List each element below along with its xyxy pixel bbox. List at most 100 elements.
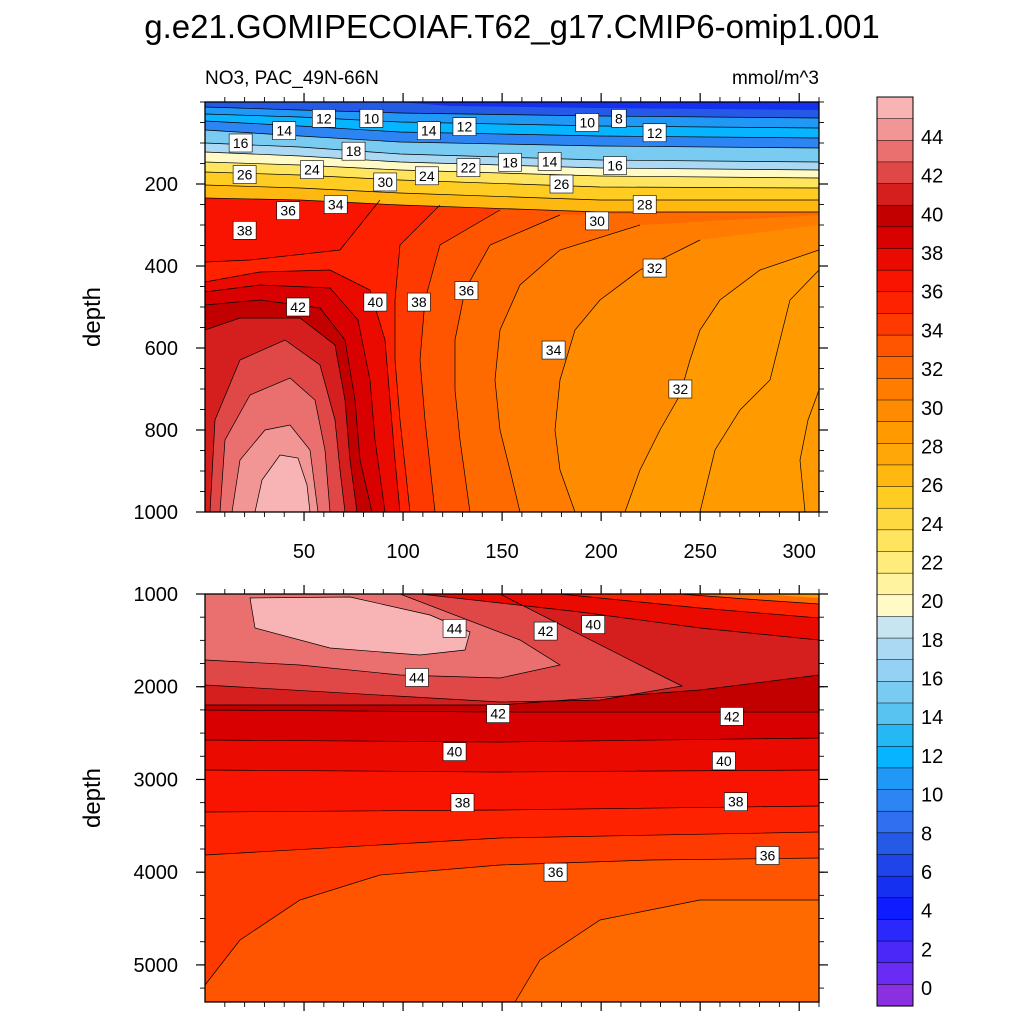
contour-label-box [541, 340, 566, 360]
contour-label-box [373, 172, 398, 192]
colorbar-swatch [876, 659, 914, 682]
y-tick-label: 400 [145, 256, 178, 278]
contour-label-box [642, 258, 667, 278]
y-tick-label: 4000 [134, 862, 179, 884]
colorbar-tick-label: 12 [921, 746, 943, 768]
contour-label-text: 32 [673, 381, 689, 397]
contour-label-box [300, 160, 324, 179]
contour-label: 44 [405, 668, 429, 687]
contour-label-text: 10 [579, 115, 595, 131]
colorbar-swatch [876, 507, 914, 531]
colorbar-swatch [876, 269, 914, 293]
contour-label: 8 [611, 109, 627, 128]
contour-label-box [611, 109, 627, 128]
colorbar-swatch [876, 356, 914, 379]
upper-axes: 200 400 600 800 1000 50 100 150 200 250 300 [134, 93, 828, 563]
contour-label-box [323, 195, 348, 214]
lower-y-axis-label: depth [79, 768, 106, 828]
upper-band-47 [255, 455, 310, 512]
contour-label-text: 14 [276, 123, 292, 139]
contour-label-text: 30 [377, 174, 393, 190]
variable-label: NO3, PAC_49N-66N [205, 68, 379, 89]
contour-label-text: 42 [290, 299, 306, 315]
colorbar-swatch [876, 161, 914, 185]
upper-y-axis-label: depth [79, 287, 106, 347]
contour-label: 38 [232, 221, 257, 240]
x-tick-label: 100 [386, 541, 419, 563]
contour-label-text: 38 [728, 794, 744, 810]
colorbar-swatch [876, 464, 914, 488]
upper-contour-labels: 16 14 12 10 14 12 10 8 12 26 24 18 30 24 22 18 14 16 26 28 3… [228, 109, 693, 399]
contour-label-box [720, 707, 744, 726]
contour-label-text: 42 [490, 706, 506, 722]
colorbar-swatch [876, 810, 914, 834]
contour-label-text: 42 [538, 623, 554, 639]
lower-band-shallow-32 [760, 594, 819, 598]
contour-label-box [498, 152, 522, 172]
upper-band-surface-8 [400, 102, 819, 110]
contour-label: 42 [533, 621, 558, 641]
colorbar-swatch [876, 724, 914, 747]
contour-label-text: 14 [421, 123, 437, 139]
lower-band-46 [250, 597, 470, 655]
colorbar-swatch [876, 118, 914, 141]
colorbar-swatch [876, 854, 914, 877]
contour-label-text: 44 [409, 669, 425, 685]
y-tick-label: 200 [145, 174, 178, 196]
contour-label: 28 [632, 195, 657, 214]
contour-label-box [549, 174, 574, 194]
contour-label: 26 [549, 174, 574, 194]
colorbar-tick-label: 26 [921, 475, 943, 497]
contour-label-box [724, 792, 748, 812]
colorbar-swatch [876, 702, 914, 726]
contour-label-text: 28 [637, 197, 653, 213]
contour-label: 40 [363, 292, 388, 312]
colorbar-swatch [876, 96, 914, 120]
colorbar-swatch [876, 248, 914, 271]
contour-label-text: 18 [502, 154, 518, 170]
colorbar-swatch [876, 637, 914, 661]
contour-label: 36 [276, 201, 300, 220]
colorbar-swatch [876, 919, 914, 942]
contour-label-box [407, 292, 431, 312]
contour-label-box [755, 846, 780, 865]
contour-label: 40 [712, 751, 736, 771]
contour-label: 10 [575, 113, 600, 132]
contour-label: 36 [543, 862, 568, 882]
contour-label: 12 [642, 123, 667, 143]
contour-label-box [405, 668, 429, 687]
contour-label-text: 36 [548, 864, 564, 880]
colorbar-tick-label: 24 [921, 514, 943, 536]
colorbar-swatch [876, 551, 914, 574]
contour-label-text: 24 [419, 168, 435, 184]
contour-label-box [543, 862, 568, 882]
contour-label-text: 32 [647, 260, 663, 276]
contour-label-text: 36 [459, 283, 475, 299]
contour-label: 14 [272, 121, 297, 140]
lower-panel [205, 594, 819, 1002]
contour-label-box [668, 379, 693, 399]
colorbar-swatch [876, 226, 914, 250]
contour-label-text: 26 [237, 167, 253, 183]
contour-label-box [341, 141, 366, 161]
contour-label: 38 [450, 793, 475, 812]
x-tick-label: 150 [485, 541, 518, 563]
contour-label-text: 22 [461, 160, 477, 176]
chart-title: g.e21.GOMIPECOIAF.T62_g17.CMIP6-omip1.00… [144, 8, 880, 45]
contour-label-box [359, 109, 384, 128]
contour-label-box [533, 621, 558, 641]
contour-label: 24 [415, 166, 439, 186]
contour-label-text: 8 [615, 110, 623, 126]
contour-label-text: 12 [316, 110, 332, 126]
contour-label: 30 [373, 172, 398, 192]
contour-label: 24 [300, 160, 324, 179]
colorbar-tick-label: 20 [921, 591, 943, 613]
contour-label-text: 44 [447, 620, 463, 636]
colorbar-tick-label: 36 [921, 282, 943, 304]
contour-label: 32 [668, 379, 693, 399]
lower-band-shallow-38 [560, 594, 819, 618]
colorbar-swatch [876, 616, 914, 639]
contour-label: 16 [228, 133, 253, 153]
contour-label-text: 40 [368, 294, 384, 310]
